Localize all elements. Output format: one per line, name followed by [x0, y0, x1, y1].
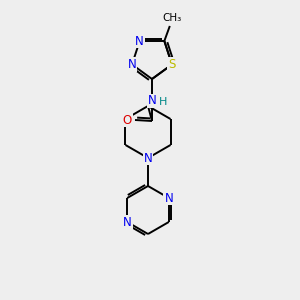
- Text: N: N: [164, 191, 173, 205]
- Text: H: H: [159, 97, 167, 107]
- Text: S: S: [168, 58, 176, 71]
- Text: N: N: [128, 58, 136, 71]
- Text: N: N: [148, 94, 156, 107]
- Text: N: N: [144, 152, 152, 164]
- Text: N: N: [135, 34, 144, 47]
- Text: CH₃: CH₃: [162, 13, 182, 23]
- Text: O: O: [122, 113, 132, 127]
- Text: N: N: [123, 215, 132, 229]
